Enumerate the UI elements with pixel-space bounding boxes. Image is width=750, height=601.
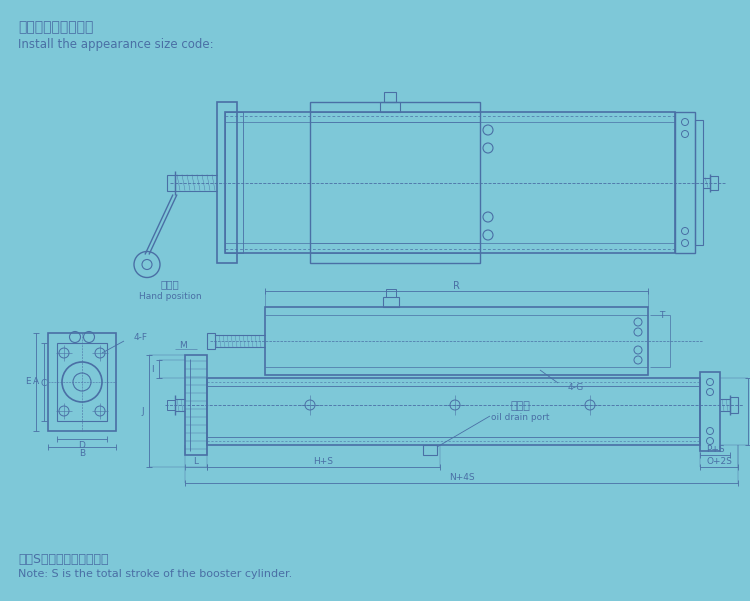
Text: 滑油口: 滑油口 xyxy=(510,401,530,411)
Bar xyxy=(207,333,215,349)
Text: B: B xyxy=(79,448,85,457)
Text: T: T xyxy=(659,311,664,320)
Bar xyxy=(48,333,116,431)
Text: 4-F: 4-F xyxy=(134,334,148,343)
Text: 安装外观尺寸代码：: 安装外观尺寸代码： xyxy=(18,20,93,34)
Text: oil drain port: oil drain port xyxy=(490,413,549,423)
Bar xyxy=(185,355,207,455)
Text: I: I xyxy=(152,364,154,373)
Text: Install the appearance size code:: Install the appearance size code: xyxy=(18,38,214,51)
Text: E: E xyxy=(26,377,31,386)
Bar xyxy=(167,400,175,410)
Text: L: L xyxy=(194,457,199,466)
Bar xyxy=(730,397,738,413)
Text: 注：S为增压缸的总行程。: 注：S为增压缸的总行程。 xyxy=(18,553,109,566)
Bar xyxy=(695,120,703,245)
Bar xyxy=(167,174,175,191)
Bar xyxy=(225,112,243,253)
Bar xyxy=(384,92,396,102)
Bar xyxy=(386,289,396,297)
Text: 扳手位: 扳手位 xyxy=(160,279,179,290)
Text: M: M xyxy=(179,341,187,350)
Bar xyxy=(383,297,399,307)
Text: R: R xyxy=(453,281,460,291)
Bar xyxy=(710,175,718,189)
Bar xyxy=(57,343,107,421)
Text: H+S: H+S xyxy=(314,457,334,466)
Bar xyxy=(225,112,675,253)
Text: J: J xyxy=(141,406,144,415)
Bar xyxy=(217,102,237,263)
Bar xyxy=(423,445,437,455)
Bar xyxy=(310,102,480,263)
Text: A: A xyxy=(33,377,39,386)
Text: P+S: P+S xyxy=(706,445,724,454)
Text: Note: S is the total stroke of the booster cylinder.: Note: S is the total stroke of the boost… xyxy=(18,569,292,579)
Bar xyxy=(310,112,480,253)
Bar xyxy=(700,372,720,451)
Text: O+2S: O+2S xyxy=(706,457,732,466)
Text: Hand position: Hand position xyxy=(139,292,201,301)
Bar xyxy=(380,102,400,112)
Text: 4-G: 4-G xyxy=(568,382,584,391)
Text: D: D xyxy=(79,441,86,450)
Text: N+4S: N+4S xyxy=(448,474,474,483)
Bar xyxy=(265,307,648,375)
Text: C: C xyxy=(40,379,47,388)
Bar xyxy=(675,112,695,253)
Bar xyxy=(207,378,700,445)
